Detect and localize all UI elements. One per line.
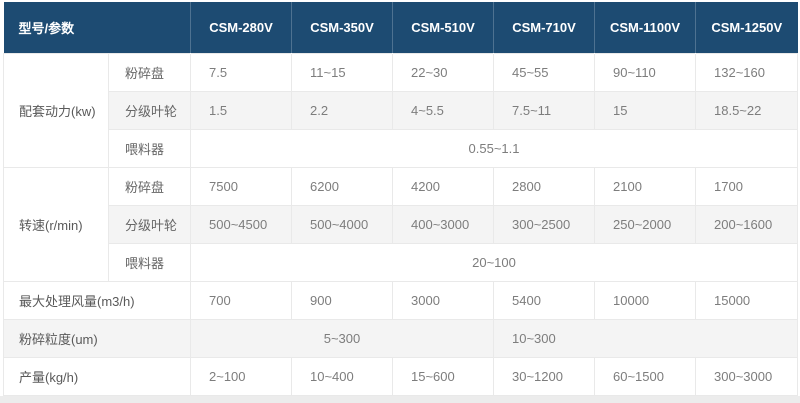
power-disc-value: 22~30 — [392, 52, 494, 92]
speed-wheel-value: 400~3000 — [392, 204, 494, 244]
speed-group-label: 转速(r/min) — [3, 166, 109, 282]
speed-disc-value: 6200 — [291, 166, 393, 206]
param-header: 型号/参数 — [3, 2, 191, 53]
model-header-csm-350v: CSM-350V — [291, 2, 393, 53]
speed-feeder-value: 20~100 — [190, 242, 798, 282]
fineness-value-left: 5~300 — [190, 318, 494, 358]
power-disc-value: 90~110 — [594, 52, 696, 92]
capacity-value: 60~1500 — [594, 356, 696, 396]
airflow-value: 10000 — [594, 280, 696, 320]
airflow-value: 900 — [291, 280, 393, 320]
fineness-value-right: 10~300 — [493, 318, 798, 358]
speed-wheel-row: 分级叶轮 500~4500 500~4000 400~3000 300~2500… — [4, 204, 798, 244]
power-wheel-value: 1.5 — [190, 90, 292, 130]
model-header-csm-710v: CSM-710V — [493, 2, 595, 53]
speed-disc-value: 2100 — [594, 166, 696, 206]
speed-wheel-value: 500~4500 — [190, 204, 292, 244]
power-disc-row: 配套动力(kw) 粉碎盘 7.5 11~15 22~30 45~55 90~11… — [3, 52, 798, 168]
capacity-value: 2~100 — [190, 356, 292, 396]
capacity-value: 10~400 — [291, 356, 393, 396]
page-section-divider — [0, 395, 800, 403]
power-disc-value: 45~55 — [493, 52, 595, 92]
model-header-csm-280v: CSM-280V — [190, 2, 292, 53]
header-row: 型号/参数 CSM-280V CSM-350V CSM-510V CSM-710… — [3, 2, 798, 53]
power-disc-value: 132~160 — [695, 52, 798, 92]
speed-wheel-label: 分级叶轮 — [108, 204, 191, 244]
fineness-label: 粉碎粒度(um) — [3, 318, 191, 358]
fineness-row: 粉碎粒度(um) 5~300 10~300 — [3, 318, 798, 358]
power-wheel-value: 7.5~11 — [493, 90, 595, 130]
power-disc-label: 粉碎盘 — [108, 52, 191, 92]
airflow-value: 700 — [190, 280, 292, 320]
capacity-value: 15~600 — [392, 356, 494, 396]
speed-wheel-value: 200~1600 — [695, 204, 798, 244]
speed-disc-value: 1700 — [695, 166, 798, 206]
speed-feeder-row: 喂料器 20~100 — [4, 242, 798, 282]
airflow-value: 3000 — [392, 280, 494, 320]
power-disc-value: 11~15 — [291, 52, 393, 92]
power-wheel-label: 分级叶轮 — [108, 90, 191, 130]
spec-table: 型号/参数 CSM-280V CSM-350V CSM-510V CSM-710… — [3, 2, 798, 396]
speed-wheel-value: 500~4000 — [291, 204, 393, 244]
speed-disc-label: 粉碎盘 — [108, 166, 191, 206]
speed-disc-value: 4200 — [392, 166, 494, 206]
airflow-value: 15000 — [695, 280, 798, 320]
speed-feeder-label: 喂料器 — [108, 242, 191, 282]
speed-wheel-value: 300~2500 — [493, 204, 595, 244]
power-wheel-value: 15 — [594, 90, 696, 130]
airflow-label: 最大处理风量(m3/h) — [3, 280, 191, 320]
power-feeder-label: 喂料器 — [108, 128, 191, 168]
power-group-label: 配套动力(kw) — [3, 52, 109, 168]
power-wheel-value: 4~5.5 — [392, 90, 494, 130]
speed-disc-value: 2800 — [493, 166, 595, 206]
speed-disc-value: 7500 — [190, 166, 292, 206]
power-disc-value: 7.5 — [190, 52, 292, 92]
airflow-value: 5400 — [493, 280, 595, 320]
model-header-csm-1250v: CSM-1250V — [695, 2, 798, 53]
power-wheel-value: 2.2 — [291, 90, 393, 130]
airflow-row: 最大处理风量(m3/h) 700 900 3000 5400 10000 150… — [3, 280, 798, 320]
power-wheel-row: 分级叶轮 1.5 2.2 4~5.5 7.5~11 15 18.5~22 — [4, 90, 798, 130]
power-feeder-row: 喂料器 0.55~1.1 — [4, 128, 798, 168]
speed-disc-row: 转速(r/min) 粉碎盘 7500 6200 4200 2800 2100 1… — [3, 166, 798, 282]
capacity-row: 产量(kg/h) 2~100 10~400 15~600 30~1200 60~… — [3, 356, 798, 396]
capacity-value: 30~1200 — [493, 356, 595, 396]
model-header-csm-1100v: CSM-1100V — [594, 2, 696, 53]
power-feeder-value: 0.55~1.1 — [190, 128, 798, 168]
capacity-label: 产量(kg/h) — [3, 356, 191, 396]
model-header-csm-510v: CSM-510V — [392, 2, 494, 53]
power-wheel-value: 18.5~22 — [695, 90, 798, 130]
speed-wheel-value: 250~2000 — [594, 204, 696, 244]
capacity-value: 300~3000 — [695, 356, 798, 396]
